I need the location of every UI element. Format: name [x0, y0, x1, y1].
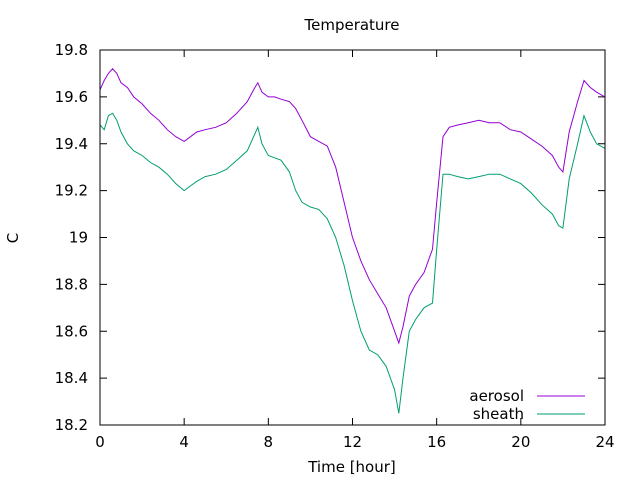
x-tick-label: 20: [511, 433, 530, 451]
x-tick-label: 16: [427, 433, 446, 451]
legend-label-sheath: sheath: [473, 405, 524, 423]
series-line-sheath: [99, 112, 606, 414]
x-axis-label: Time [hour]: [307, 458, 396, 476]
plot-frame: [99, 49, 606, 426]
y-tick-label: 18.2: [55, 416, 88, 434]
x-tick-label: 12: [343, 433, 362, 451]
x-tick-label: 4: [179, 433, 189, 451]
y-axis-label: C: [4, 233, 22, 243]
y-tick-label: 19.6: [55, 88, 88, 106]
y-tick-label: 18.8: [55, 275, 88, 293]
x-tick-label: 8: [264, 433, 274, 451]
y-tick-label: 19.8: [55, 41, 88, 59]
y-tick-label: 19.4: [55, 135, 88, 153]
legend-label-aerosol: aerosol: [469, 387, 524, 405]
y-tick-label: 19.2: [55, 182, 88, 200]
axis-ticks: 18.2 18.4 18.6 18.8 19 19.2 19.4 19.6 19.8 0 4 8 12 1…: [55, 41, 615, 451]
x-tick-label: 0: [95, 433, 105, 451]
series-line-aerosol: [99, 68, 606, 345]
chart-title: Temperature: [303, 16, 399, 34]
x-tick-label: 24: [595, 433, 614, 451]
series-layer: [99, 68, 606, 414]
y-tick-label: 18.4: [55, 369, 88, 387]
y-tick-label: 19: [69, 229, 88, 247]
y-tick-label: 18.6: [55, 322, 88, 340]
